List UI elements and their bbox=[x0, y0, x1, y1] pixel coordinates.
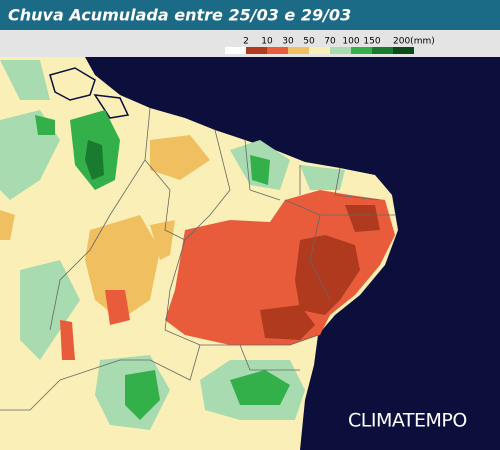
legend-swatch bbox=[309, 47, 330, 54]
legend-label: 70 bbox=[324, 37, 336, 47]
legend-label: 200(mm) bbox=[393, 37, 435, 47]
map bbox=[0, 57, 500, 450]
legend-swatch bbox=[330, 47, 351, 54]
title-bar bbox=[0, 0, 500, 30]
legend-label: 30 bbox=[282, 37, 294, 47]
rain-light-green bbox=[0, 60, 345, 430]
legend-label: 50 bbox=[303, 37, 315, 47]
legend-swatch bbox=[246, 47, 267, 54]
legend-label: 150 bbox=[363, 37, 380, 47]
legend-label: 100 bbox=[342, 37, 359, 47]
legend-swatch bbox=[372, 47, 393, 54]
rain-dark-green bbox=[85, 140, 104, 180]
legend: 2 10 30 50 70 100 150 200(mm) bbox=[225, 37, 435, 54]
brand-watermark: CLIMATEMPO bbox=[348, 410, 467, 432]
rain-orange bbox=[0, 135, 210, 320]
legend-swatch bbox=[288, 47, 309, 54]
state-borders bbox=[0, 107, 395, 411]
legend-label: 2 bbox=[243, 37, 249, 47]
rain-red bbox=[60, 190, 395, 360]
legend-swatch bbox=[393, 47, 414, 54]
title: Chuva Acumulada entre 25/03 e 29/03 bbox=[8, 6, 351, 25]
rain-green bbox=[35, 110, 290, 420]
legend-swatch bbox=[351, 47, 372, 54]
legend-swatch bbox=[225, 47, 246, 54]
legend-label: 10 bbox=[261, 37, 273, 47]
rain-dark-red bbox=[260, 205, 380, 340]
legend-swatch bbox=[267, 47, 288, 54]
